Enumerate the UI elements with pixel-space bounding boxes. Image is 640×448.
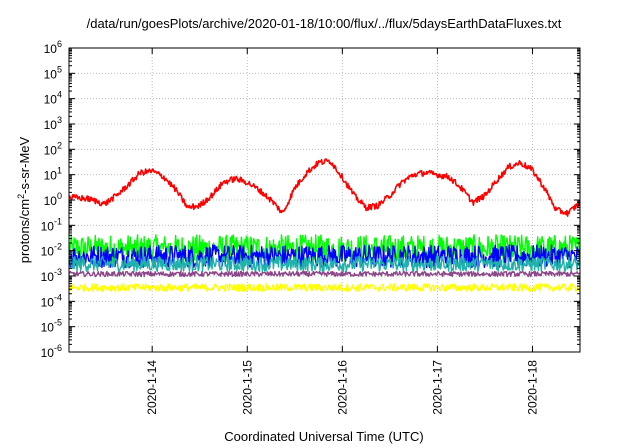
y-tick-label-base: 10 [44,194,58,208]
y-tick-label: 10-3 [41,267,62,284]
y-tick-label-base: 10 [44,118,58,132]
y-tick-label-exp: 3 [57,115,62,125]
y-tick-label-base: 10 [44,143,58,157]
y-tick-label: 105 [44,64,62,81]
x-tick-label: 2020-1-16 [335,360,349,415]
y-tick-label-base: 10 [41,219,55,233]
y-tick-label: 10-2 [41,242,62,259]
y-tick-label-exp: -1 [54,216,62,226]
y-tick-label-base: 10 [41,245,55,259]
y-tick-label-exp: 6 [57,39,62,49]
x-tick-label: 2020-1-17 [430,360,444,415]
x-tick-label: 2020-1-18 [525,360,539,415]
y-tick-label: 10-4 [41,292,62,309]
series-line [69,158,580,217]
y-axis-title-sup: 2 [16,194,26,199]
y-tick-label: 101 [44,166,62,183]
y-tick-label: 10-1 [41,216,62,233]
y-tick-label: 100 [44,191,62,208]
y-tick-label-exp: 2 [57,140,62,150]
y-tick-label: 103 [44,115,62,132]
y-tick-label-exp: -3 [54,267,62,277]
y-tick-label: 10-5 [41,318,62,335]
series-line [69,270,580,278]
axes: 10-610-510-410-310-210-11001011021031041… [41,39,580,415]
y-tick-label-base: 10 [44,169,58,183]
series-line [69,244,580,269]
y-tick-label: 102 [44,140,62,157]
y-tick-label: 106 [44,39,62,56]
chart-title: /data/run/goesPlots/archive/2020-01-18/1… [87,16,562,31]
y-tick-label-base: 10 [44,67,58,81]
y-axis-title: protons/cm2-s-sr-MeV [16,136,32,263]
y-tick-label-base: 10 [44,93,58,107]
y-tick-label: 10-6 [41,343,62,360]
series-line [69,255,580,273]
y-axis-title-base: protons/cm [17,199,32,263]
y-tick-label-base: 10 [41,346,55,360]
y-tick-label-exp: 0 [57,191,62,201]
y-tick-label-exp: -6 [54,343,62,353]
y-tick-label-exp: -5 [54,318,62,328]
series-group [69,158,580,292]
x-tick-label: 2020-1-15 [240,360,254,415]
y-tick-label: 104 [44,90,62,107]
y-tick-label-exp: 5 [57,64,62,74]
y-axis-title-rest: -s-sr-MeV [17,136,32,193]
x-axis-title: Coordinated Universal Time (UTC) [224,429,423,444]
y-tick-label-base: 10 [41,321,55,335]
y-tick-label-exp: -2 [54,242,62,252]
y-tick-label-base: 10 [41,270,55,284]
series-line [69,283,580,292]
y-tick-label-exp: -4 [54,292,62,302]
y-tick-label-exp: 1 [57,166,62,176]
y-tick-label-base: 10 [41,295,55,309]
plot-border [68,47,581,353]
y-tick-label-exp: 4 [57,90,62,100]
y-tick-label-base: 10 [44,42,58,56]
x-tick-label: 2020-1-14 [145,360,159,415]
